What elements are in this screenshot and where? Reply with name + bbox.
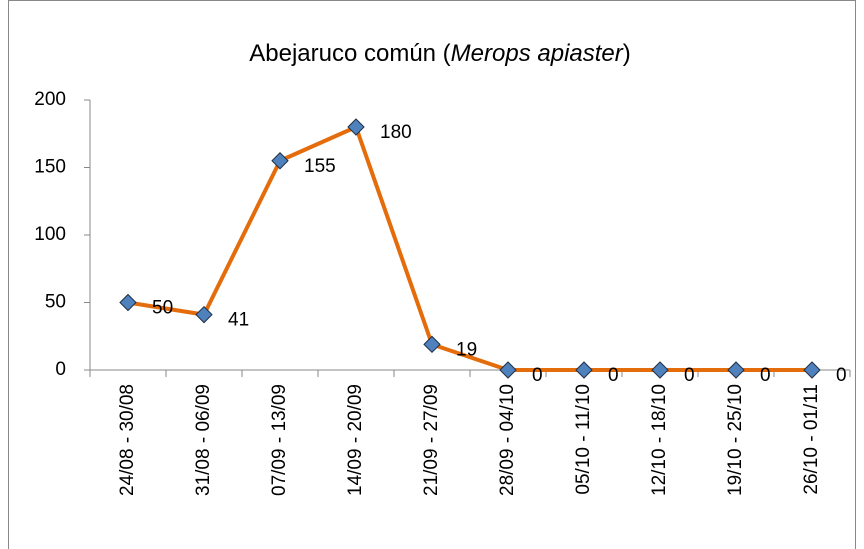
data-marker: [803, 361, 821, 379]
data-label: 19: [456, 339, 477, 360]
title-part: ): [623, 40, 631, 67]
data-marker: [423, 335, 441, 354]
data-marker: [119, 293, 137, 312]
data-label: 0: [608, 365, 619, 386]
data-label: 0: [760, 365, 771, 386]
x-tick-label: 21/09 - 27/09: [421, 384, 442, 496]
x-tick-label: 26/10 - 01/11: [801, 384, 822, 495]
y-tick-label: 50: [45, 292, 66, 313]
data-label: 0: [532, 365, 543, 386]
data-marker: [271, 152, 289, 170]
data-marker: [651, 361, 669, 379]
x-tick-label: 14/09 - 20/09: [345, 384, 366, 496]
x-tick-label: 12/10 - 18/10: [649, 384, 670, 496]
data-label: 180: [380, 122, 412, 143]
x-tick-label: 05/10 - 11/10: [573, 384, 594, 495]
data-label: 0: [836, 365, 847, 386]
data-marker: [195, 305, 213, 324]
data-label: 0: [684, 365, 695, 386]
data-line: [127, 125, 812, 372]
data-marker: [347, 118, 365, 136]
data-marker: [499, 361, 517, 379]
data-marker: [575, 361, 593, 379]
data-label: 50: [152, 298, 173, 319]
chart-border: [8, 0, 856, 549]
title-part: Abejaruco común (: [249, 40, 450, 67]
x-tick-label: 07/09 - 13/09: [269, 384, 290, 496]
data-marker: [727, 361, 745, 379]
data-label: 41: [228, 310, 249, 331]
title-part: Merops apiaster: [451, 40, 624, 67]
y-tick-label: 0: [55, 359, 66, 380]
x-tick-label: 19/10 - 25/10: [725, 384, 746, 496]
y-tick-label: 100: [34, 224, 66, 245]
data-label: 155: [304, 156, 336, 177]
x-tick-label: 24/08 - 30/08: [117, 384, 138, 496]
x-tick-label: 31/08 - 06/09: [193, 384, 214, 496]
y-tick-label: 150: [34, 157, 66, 178]
x-tick-label: 28/09 - 04/10: [497, 384, 518, 496]
y-tick-label: 200: [34, 89, 66, 110]
chart-title: Abejaruco común (Merops apiaster): [249, 40, 631, 67]
